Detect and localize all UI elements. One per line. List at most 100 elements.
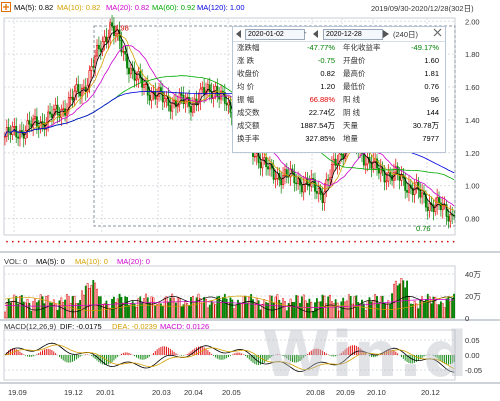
volume-bar-up [54, 303, 57, 319]
volume-bar-up [103, 303, 106, 319]
volume-bar-down [141, 301, 144, 319]
macd-dif-legend: DIF: -0.0175 [60, 322, 102, 331]
candles-group [3, 14, 456, 229]
volume-bar-down [447, 296, 450, 319]
volume-bar-up [88, 288, 91, 319]
up-candle [385, 180, 388, 183]
down-candle [28, 120, 31, 125]
volume-bar-down [451, 298, 454, 319]
up-candle [449, 213, 452, 222]
event-marker: • [389, 240, 391, 246]
event-marker: • [250, 240, 252, 246]
price-tick-label: 1.00 [465, 182, 480, 191]
down-candle [112, 25, 115, 36]
price-tick-label: 1.80 [465, 50, 480, 59]
volume-bar-up [415, 303, 418, 319]
event-marker: • [134, 240, 136, 246]
event-marker: • [226, 240, 228, 246]
volume-bar-up [205, 298, 207, 319]
watermark: Win.d [262, 318, 469, 391]
volume-bar-up [152, 297, 155, 319]
volume-bar-down [406, 280, 408, 319]
down-candle [315, 190, 318, 194]
stat-label: 开盘价 [343, 56, 366, 65]
event-marker: • [93, 240, 95, 246]
volume-bar-down [312, 311, 315, 319]
volume-bar-up [274, 296, 277, 319]
event-marker: • [221, 240, 223, 246]
start-date-picker[interactable]: 2020-01-02 [245, 29, 305, 40]
up-candle [428, 202, 431, 212]
arrow-right-icon[interactable] [383, 30, 389, 40]
up-candle [261, 159, 264, 169]
volume-bar-up [253, 302, 256, 319]
volume-bar-down [287, 303, 290, 319]
stat-value: 0.76 [424, 82, 439, 91]
close-icon[interactable] [433, 28, 442, 39]
down-candle [17, 136, 20, 139]
volume-bar-down [51, 302, 53, 319]
stat-label: 阴 线 [343, 108, 361, 117]
stat-label: 最高价 [343, 69, 366, 78]
settings-icon[interactable] [1, 2, 11, 14]
volume-bar-up [24, 302, 27, 319]
volume-bar-up [158, 301, 160, 319]
down-candle [182, 95, 185, 105]
volume-bar-down [175, 302, 177, 319]
event-marker: • [64, 240, 66, 246]
stat-value: 1887.54万 [300, 121, 335, 130]
ma60-legend: MA(60): 0.92 [152, 3, 196, 12]
macd-tick-label: 0.00 [465, 351, 480, 360]
stat-label: 均 价 [237, 82, 255, 91]
volume-bar-up [428, 296, 431, 319]
volume-bar-down [118, 293, 121, 319]
volume-bar-down [17, 303, 20, 319]
arrow-left-icon[interactable] [313, 30, 319, 40]
up-candle [436, 197, 439, 207]
volume-bar-up [255, 297, 258, 319]
up-candle [253, 155, 256, 158]
up-candle [144, 83, 147, 86]
volume-bar-down [49, 302, 51, 319]
volume-bar-up [346, 300, 348, 319]
stat-value: 7977 [422, 134, 439, 143]
volume-bar-down [423, 301, 425, 319]
event-marker: • [441, 240, 443, 246]
volume-bar-up [4, 311, 6, 319]
down-candle [77, 84, 80, 93]
volume-bar-down [229, 297, 232, 319]
up-candle [338, 153, 341, 165]
down-candle [295, 182, 298, 185]
volume-bar-down [426, 293, 429, 319]
volume-bar-up [240, 303, 243, 319]
down-candle [161, 92, 164, 103]
ma-legend-bar: MA(5): 0.82 MA(10): 0.82 MA(20): 0.82 MA… [0, 0, 500, 16]
volume-bar-down [409, 303, 412, 319]
up-candle [67, 97, 70, 110]
volume-bar-up [114, 301, 117, 319]
end-date-picker[interactable]: 2020-12-28 [323, 29, 383, 40]
event-marker: • [290, 240, 292, 246]
volume-bar-up [69, 303, 72, 319]
up-candle [302, 184, 305, 193]
event-marker: • [400, 240, 402, 246]
volume-bar-down [299, 303, 301, 319]
stat-label: 成交数 [237, 108, 260, 117]
volume-tick-label: 40万 [465, 270, 481, 279]
volume-bar-up [81, 290, 83, 319]
event-marker: • [139, 240, 141, 246]
volume-bar-down [210, 300, 213, 319]
stats-row: 成交数 22.74亿阴 线 144 [233, 108, 445, 118]
volume-bar-down [225, 298, 228, 319]
arrow-left-icon[interactable] [236, 30, 242, 40]
event-marker: • [192, 240, 194, 246]
volume-bar-up [173, 297, 175, 319]
volume-bar-up [75, 303, 78, 319]
event-marker: • [308, 240, 310, 246]
stat-label: 最低价 [343, 82, 366, 91]
macd-value-legend: MACD: 0.0126 [160, 322, 209, 331]
day-count: (240日) [393, 30, 419, 39]
volume-bar-up [379, 296, 382, 319]
volume-bar-up [13, 294, 16, 319]
ma10-line [4, 34, 455, 211]
